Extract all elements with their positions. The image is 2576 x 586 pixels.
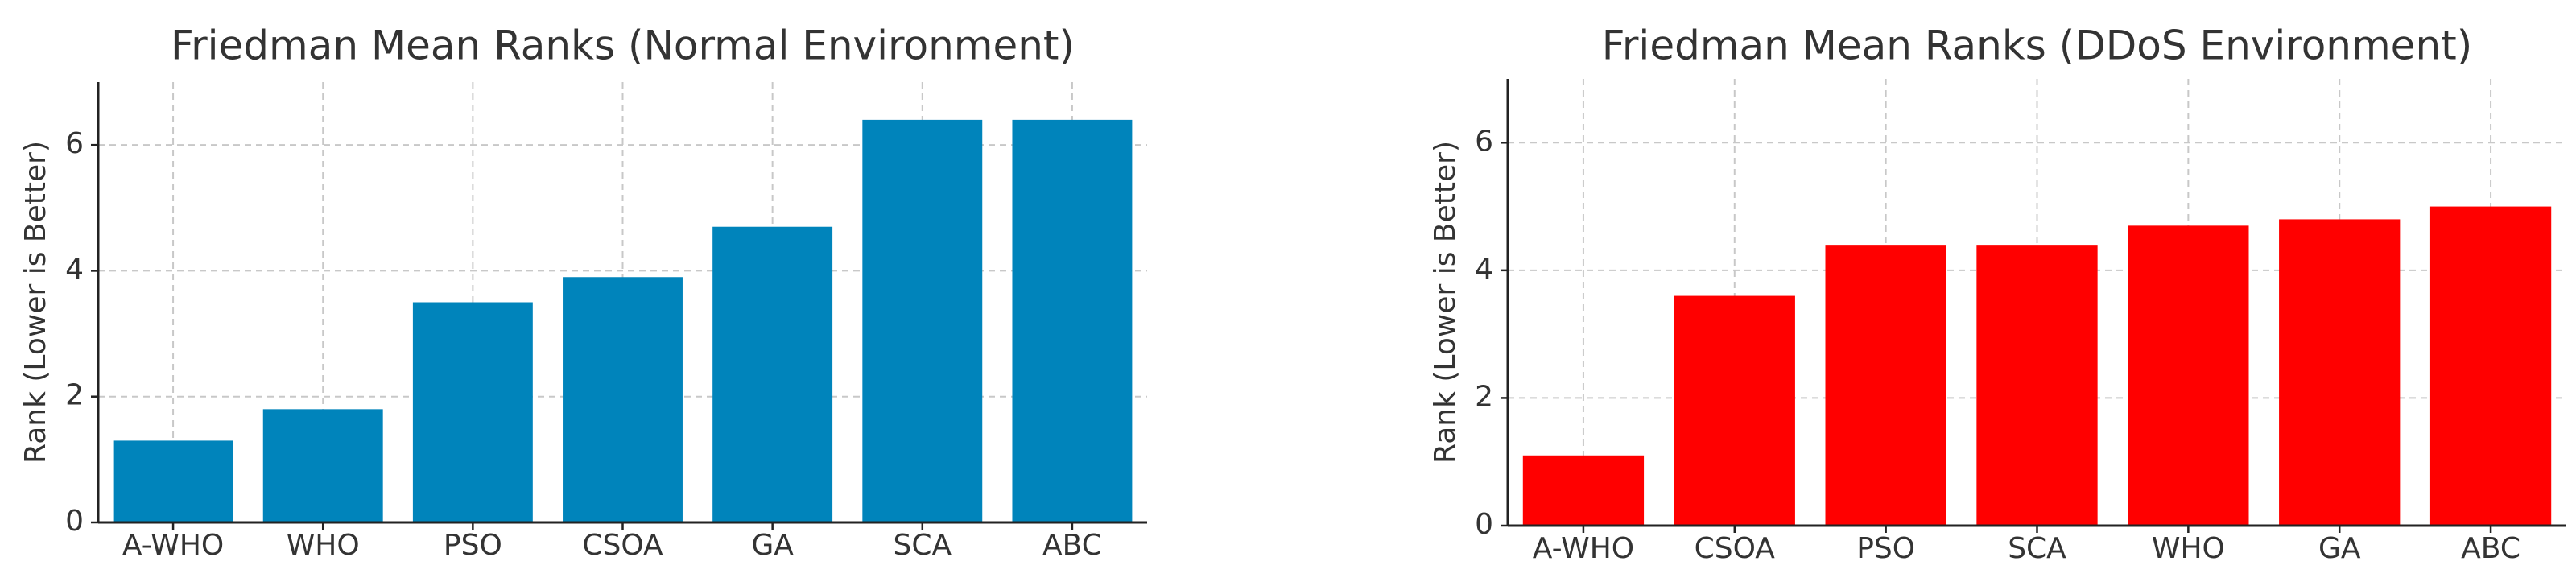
y-tick-label: 0 xyxy=(1475,508,1493,541)
bar xyxy=(412,302,533,522)
bar xyxy=(1012,119,1133,522)
x-tick-label: GA xyxy=(2318,532,2361,565)
y-tick-label: 4 xyxy=(65,253,84,286)
x-tick-label: A-WHO xyxy=(1533,532,1634,565)
bar xyxy=(262,409,383,522)
x-tick-label: ABC xyxy=(2461,532,2520,565)
y-tick-label: 6 xyxy=(1475,125,1493,158)
x-tick-label: PSO xyxy=(1856,532,1915,565)
y-tick-label: 0 xyxy=(65,505,84,538)
bar xyxy=(1976,245,2098,526)
bar xyxy=(113,440,233,522)
x-tick-label: SCA xyxy=(2008,532,2066,565)
bar xyxy=(1674,295,1795,526)
bar xyxy=(2128,225,2249,526)
bar xyxy=(2429,206,2552,526)
x-tick-label: A-WHO xyxy=(122,529,224,562)
bar xyxy=(2279,219,2401,526)
x-tick-label: ABC xyxy=(1042,529,1102,562)
x-tick-label: GA xyxy=(751,529,794,562)
bar xyxy=(1825,245,1946,526)
bar xyxy=(712,226,833,522)
bar xyxy=(563,277,683,522)
y-tick-label: 6 xyxy=(65,127,84,160)
x-tick-label: SCA xyxy=(893,529,952,562)
y-axis-label: Rank (Lower is Better) xyxy=(19,141,52,464)
x-tick-label: PSO xyxy=(444,529,502,562)
x-tick-label: WHO xyxy=(287,529,360,562)
chart-title: Friedman Mean Ranks (DDoS Environment) xyxy=(1602,23,2473,69)
y-tick-label: 2 xyxy=(1475,380,1493,413)
bar xyxy=(1522,455,1645,526)
y-tick-label: 2 xyxy=(65,379,84,412)
x-tick-label: CSOA xyxy=(1695,532,1776,565)
x-tick-label: CSOA xyxy=(582,529,663,562)
bar xyxy=(862,119,983,522)
chart-title: Friedman Mean Ranks (Normal Environment) xyxy=(171,23,1075,69)
x-tick-label: WHO xyxy=(2152,532,2225,565)
y-tick-label: 4 xyxy=(1475,253,1493,286)
y-axis-label: Rank (Lower is Better) xyxy=(1429,141,1462,464)
